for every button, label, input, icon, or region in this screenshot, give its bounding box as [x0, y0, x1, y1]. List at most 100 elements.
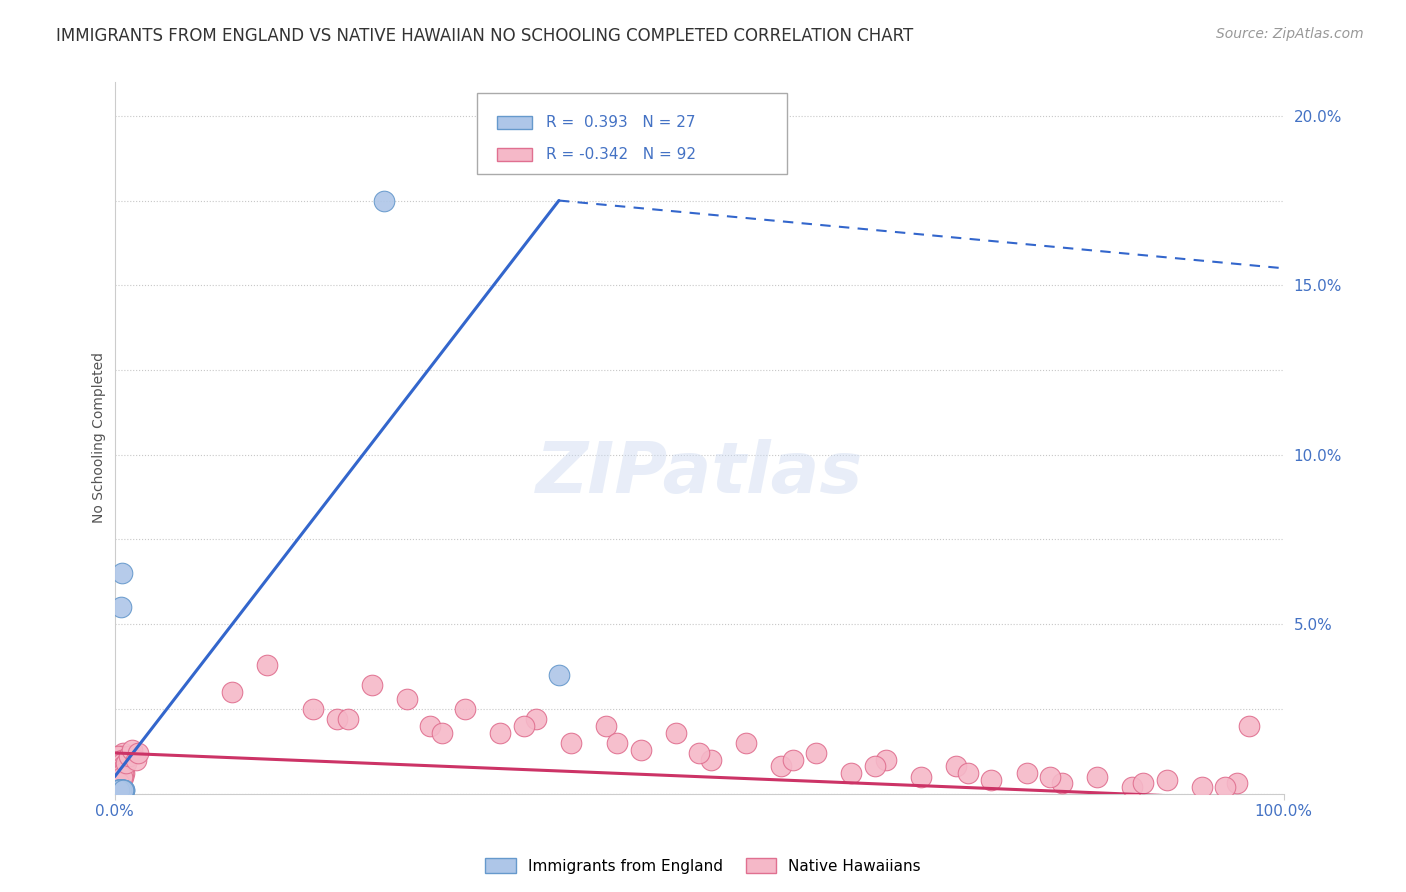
Point — [111, 756, 134, 770]
Text: R =  0.393   N = 27: R = 0.393 N = 27 — [546, 115, 696, 130]
Point — [875, 753, 897, 767]
Text: Source: ZipAtlas.com: Source: ZipAtlas.com — [1216, 27, 1364, 41]
Point — [107, 763, 129, 777]
Point — [111, 746, 134, 760]
Point — [118, 749, 141, 764]
Point — [735, 736, 758, 750]
Point — [108, 763, 131, 777]
Point — [111, 763, 134, 777]
Point — [112, 783, 135, 797]
Point — [454, 702, 477, 716]
Point — [107, 780, 129, 794]
Point — [111, 783, 134, 797]
Point — [1039, 770, 1062, 784]
Point — [665, 725, 688, 739]
Point — [108, 776, 131, 790]
Point — [112, 766, 135, 780]
Legend: Immigrants from England, Native Hawaiians: Immigrants from England, Native Hawaiian… — [479, 852, 927, 880]
Point — [524, 712, 547, 726]
Point — [769, 759, 792, 773]
Point — [108, 783, 131, 797]
Point — [1213, 780, 1236, 794]
Point — [111, 763, 134, 777]
Point — [108, 783, 131, 797]
Point — [107, 783, 129, 797]
FancyBboxPatch shape — [477, 93, 787, 175]
Point — [108, 783, 131, 797]
Point — [108, 766, 131, 780]
Point — [1156, 772, 1178, 787]
Point — [839, 766, 862, 780]
Point — [110, 759, 132, 773]
FancyBboxPatch shape — [496, 148, 531, 161]
Point — [700, 753, 723, 767]
Text: ZIPatlas: ZIPatlas — [536, 439, 863, 508]
Point — [980, 772, 1002, 787]
Point — [121, 742, 143, 756]
Point — [111, 783, 134, 797]
Point — [1132, 776, 1154, 790]
Point — [782, 753, 804, 767]
Point — [107, 783, 129, 797]
Point — [111, 763, 134, 777]
Point — [910, 770, 932, 784]
Point — [110, 772, 132, 787]
Point — [111, 783, 134, 797]
Text: R = -0.342   N = 92: R = -0.342 N = 92 — [546, 147, 696, 162]
Text: IMMIGRANTS FROM ENGLAND VS NATIVE HAWAIIAN NO SCHOOLING COMPLETED CORRELATION CH: IMMIGRANTS FROM ENGLAND VS NATIVE HAWAII… — [56, 27, 914, 45]
Point — [110, 783, 132, 797]
Point — [606, 736, 628, 750]
Point — [107, 772, 129, 787]
Point — [111, 770, 134, 784]
Point — [112, 783, 135, 797]
Point — [360, 678, 382, 692]
Point — [111, 783, 134, 797]
Point — [110, 783, 132, 797]
Point — [302, 702, 325, 716]
Point — [863, 759, 886, 773]
Point — [112, 759, 135, 773]
Point — [108, 766, 131, 780]
Point — [1085, 770, 1108, 784]
Point — [115, 756, 138, 770]
Point — [1121, 780, 1143, 794]
Point — [107, 776, 129, 790]
Point — [1050, 776, 1073, 790]
Point — [945, 759, 967, 773]
Y-axis label: No Schooling Completed: No Schooling Completed — [93, 352, 107, 524]
Point — [1191, 780, 1213, 794]
Point — [560, 736, 582, 750]
Point — [111, 783, 134, 797]
Point — [110, 766, 132, 780]
Point — [107, 772, 129, 787]
Point — [111, 566, 134, 581]
Point — [111, 753, 134, 767]
Point — [373, 194, 395, 208]
Point — [688, 746, 710, 760]
Point — [107, 783, 129, 797]
Point — [110, 783, 132, 797]
Point — [595, 719, 617, 733]
Point — [110, 783, 132, 797]
Point — [111, 759, 134, 773]
Point — [630, 742, 652, 756]
Point — [108, 759, 131, 773]
Point — [110, 763, 132, 777]
Point — [111, 783, 134, 797]
Point — [489, 725, 512, 739]
Point — [957, 766, 980, 780]
Point — [430, 725, 453, 739]
Point — [110, 766, 132, 780]
Point — [107, 783, 129, 797]
Point — [1237, 719, 1260, 733]
Point — [110, 756, 132, 770]
Point — [111, 783, 134, 797]
Point — [107, 753, 129, 767]
Point — [326, 712, 349, 726]
Point — [513, 719, 536, 733]
Point — [111, 753, 134, 767]
Point — [107, 770, 129, 784]
Point — [108, 772, 131, 787]
Point — [1015, 766, 1038, 780]
Point — [108, 770, 131, 784]
